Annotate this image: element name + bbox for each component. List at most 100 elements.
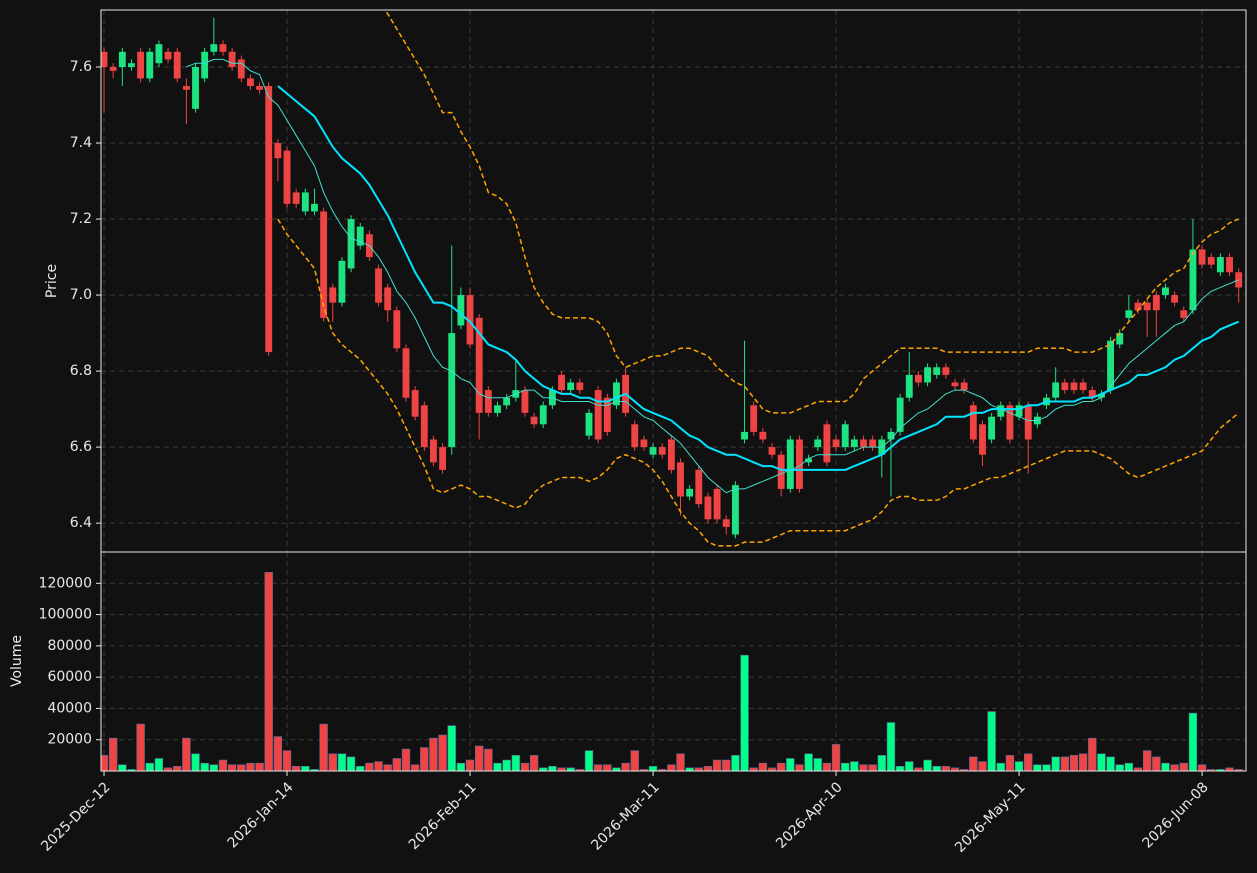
volume-bar (374, 761, 383, 771)
candle-body (887, 431, 895, 440)
candle-body (850, 439, 858, 448)
volume-bar (639, 769, 649, 771)
candle-body (146, 51, 154, 79)
candle-body (686, 488, 694, 497)
candle-body (420, 405, 428, 448)
candle-body (210, 44, 218, 52)
volume-bar (346, 756, 356, 771)
candle-body (219, 44, 227, 52)
volume-bar (273, 736, 283, 771)
volume-bar (1170, 764, 1179, 771)
candle-body (1143, 302, 1151, 311)
volume-bar (127, 769, 136, 771)
candle-body (448, 333, 456, 448)
volume-bar (1234, 769, 1243, 771)
candle-body (1216, 257, 1224, 273)
candle-body (265, 86, 273, 353)
volume-bar (1197, 764, 1207, 771)
volume-bar (529, 755, 539, 771)
volume-bar (154, 758, 164, 771)
candle-body (411, 390, 419, 417)
volume-bar (1042, 764, 1051, 771)
candle-body (475, 317, 483, 413)
volume-axis-label: Volume (9, 635, 25, 687)
candle-body (1162, 287, 1169, 296)
candle-body (896, 397, 904, 432)
volume-bar (475, 745, 484, 771)
candle-body (1125, 310, 1133, 318)
candle-body (823, 424, 831, 463)
volume-bar (593, 764, 603, 771)
volume-bar (493, 762, 502, 771)
volume-bar (136, 723, 145, 771)
candle-body (1171, 295, 1179, 303)
candle-body (311, 203, 318, 212)
volume-bar (932, 766, 941, 771)
volume-bar (118, 764, 127, 771)
candle-body (558, 374, 565, 391)
volume-bar (841, 762, 850, 771)
candle-body (731, 485, 739, 535)
candle-body (1097, 393, 1105, 398)
candle-body (182, 86, 190, 90)
price-axis-label: Price (44, 264, 60, 298)
candle-body (137, 51, 145, 79)
volume-bar (575, 769, 585, 771)
volume-bar (392, 758, 402, 771)
volume-bar (1115, 764, 1124, 771)
volume-bar (905, 761, 914, 771)
candle-body (484, 390, 492, 413)
candle-body (933, 367, 941, 375)
volume-bar (1124, 762, 1134, 771)
volume-bar (987, 711, 996, 771)
volume-bar (246, 762, 255, 771)
volume-bar (776, 762, 786, 771)
candle-body (320, 211, 328, 318)
candle-body (969, 405, 977, 440)
candle-body (942, 367, 950, 375)
candle-body (101, 51, 108, 68)
candle-body (301, 192, 309, 212)
candle-body (1061, 382, 1069, 391)
volume-bar (941, 766, 951, 771)
candle-body (960, 382, 968, 391)
candle-body (613, 382, 620, 406)
candle-body (292, 192, 300, 204)
volume-bar (658, 769, 667, 771)
volume-bar (1216, 769, 1225, 771)
candle-body (988, 416, 996, 440)
candle-body (283, 150, 291, 204)
candle-body (347, 219, 355, 269)
candle-body (494, 405, 501, 413)
candle-body (905, 374, 913, 398)
volume-bar (850, 761, 859, 771)
volume-bar (584, 750, 594, 771)
candle-body (786, 439, 794, 489)
candle-body (914, 374, 922, 383)
candle-body (722, 519, 730, 527)
candle-body (155, 44, 163, 64)
candle-body (860, 439, 867, 448)
candle-body (457, 295, 465, 326)
y-tick-label: 100000 (39, 607, 92, 623)
candle-body (796, 439, 803, 489)
volume-bar (310, 769, 319, 771)
volume-bar (438, 734, 447, 771)
volume-bar (1051, 756, 1060, 771)
volume-bar (703, 766, 713, 771)
volume-bar (511, 755, 520, 771)
y-tick-label: 7.6 (70, 59, 92, 75)
volume-bar (520, 762, 530, 771)
y-tick-label: 60000 (47, 669, 92, 685)
candle-body (1024, 405, 1032, 440)
volume-bar (173, 766, 182, 771)
candle-body (439, 447, 447, 470)
volume-bar (813, 758, 822, 771)
volume-bar (1161, 762, 1170, 771)
volume-bar (831, 744, 841, 771)
candle-body (768, 447, 776, 455)
candle-body (869, 439, 877, 448)
candle-body (832, 439, 840, 448)
